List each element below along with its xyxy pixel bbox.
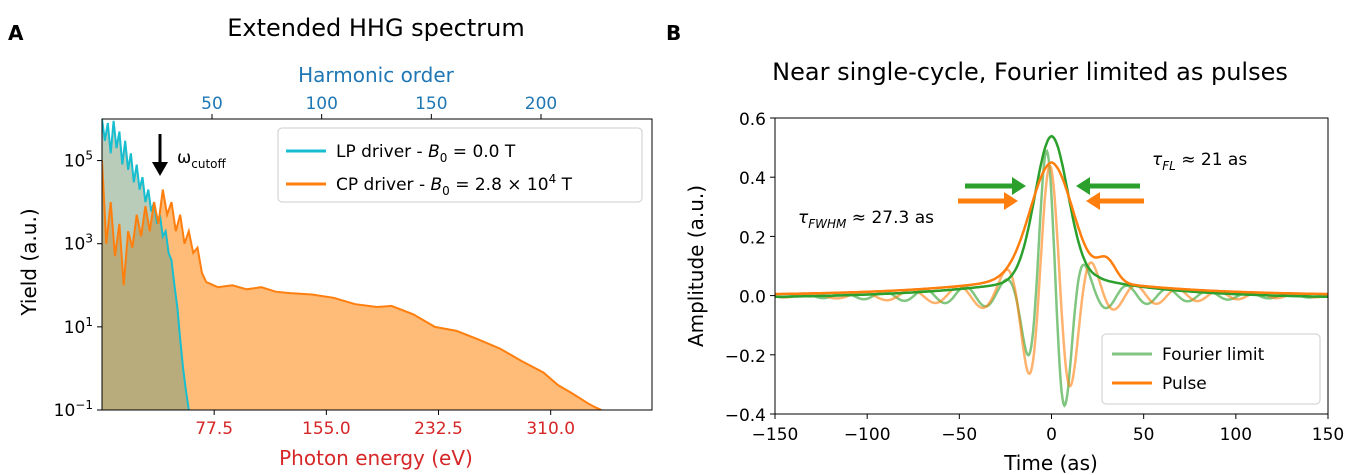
lp-series-line	[102, 119, 190, 410]
chart-b-title: Near single-cycle, Fourier limited as pu…	[772, 58, 1288, 86]
plot-b-series	[775, 134, 1328, 408]
x-tick-label: −50	[941, 425, 977, 445]
legend-b-label: Fourier limit	[1162, 345, 1265, 365]
legend-a-label: CP driver - B0 = 2.8 × 104 T	[336, 172, 573, 198]
x-tick-label: 150	[1312, 425, 1344, 445]
top-tick-label: 150	[415, 94, 447, 114]
x-tick-label: 155.0	[302, 419, 351, 439]
x-tick-label: 232.5	[414, 419, 463, 439]
legend-b-box	[1101, 333, 1321, 405]
fwhm-right-arrow-head	[1086, 192, 1100, 210]
chart-b-y-axis-label: Amplitude (a.u.)	[684, 185, 708, 347]
x-tick-label: 100	[1220, 425, 1252, 445]
lp-series-area	[102, 119, 189, 410]
x-tick-label: 50	[1133, 425, 1155, 445]
pulse-envelope-line	[775, 161, 1328, 296]
y-tick-label: 0.4	[739, 169, 766, 189]
chart-a-top-axis-label: Harmonic order	[298, 63, 455, 87]
y-tick-label: −0.2	[725, 347, 766, 367]
chart-b-x-axis-label: Time (as)	[1003, 451, 1098, 475]
y-tick-label: 103	[64, 232, 93, 255]
panel-b-label: B	[666, 21, 681, 45]
cutoff-annotation: ωcutoff	[177, 148, 227, 171]
fourier-limit-envelope-line	[775, 134, 1328, 299]
top-tick-label: 100	[305, 94, 337, 114]
y-tick-label: −0.4	[725, 406, 766, 426]
tau-fl-annotation: τFL ≈ 21 as	[1152, 150, 1247, 173]
x-tick-label: 310.0	[526, 419, 575, 439]
legend-a-label: LP driver - B0 = 0.0 T	[336, 142, 516, 165]
chart-a-y-axis-label: Yield (a.u.)	[17, 208, 41, 316]
top-tick-label: 200	[525, 94, 557, 114]
cp-series-area	[102, 160, 602, 410]
fl-right-arrow-head	[1076, 177, 1090, 195]
fwhm-left-arrow-head	[1004, 192, 1018, 210]
y-tick-label: 101	[64, 315, 93, 338]
chart-a-title: Extended HHG spectrum	[227, 14, 525, 42]
chart-a-x-axis-label: Photon energy (eV)	[279, 446, 473, 470]
y-tick-label: 105	[64, 149, 93, 172]
x-tick-label: 77.5	[195, 419, 233, 439]
y-tick-label: 0.2	[739, 228, 766, 248]
legend-a-box	[277, 127, 643, 203]
x-tick-label: −150	[752, 425, 799, 445]
fl-left-arrow-head	[1012, 177, 1026, 195]
x-tick-label: −100	[844, 425, 891, 445]
cp-series-line	[102, 160, 602, 410]
y-tick-label: 10−1	[54, 398, 93, 421]
panel-a-label: A	[8, 21, 24, 45]
plot-a-series	[102, 119, 602, 410]
tau-fwhm-annotation: τFWHM ≈ 27.3 as	[798, 208, 934, 231]
fourier-limit-carrier-line	[775, 148, 1328, 408]
top-tick-label: 50	[201, 94, 223, 114]
legend-b-label: Pulse	[1162, 374, 1207, 394]
plot-a-frame	[101, 118, 653, 411]
cutoff-arrow-head	[152, 162, 168, 176]
y-tick-label: 0.0	[739, 288, 766, 308]
y-tick-label: 0.6	[739, 110, 766, 130]
x-tick-label: 0	[1046, 425, 1057, 445]
